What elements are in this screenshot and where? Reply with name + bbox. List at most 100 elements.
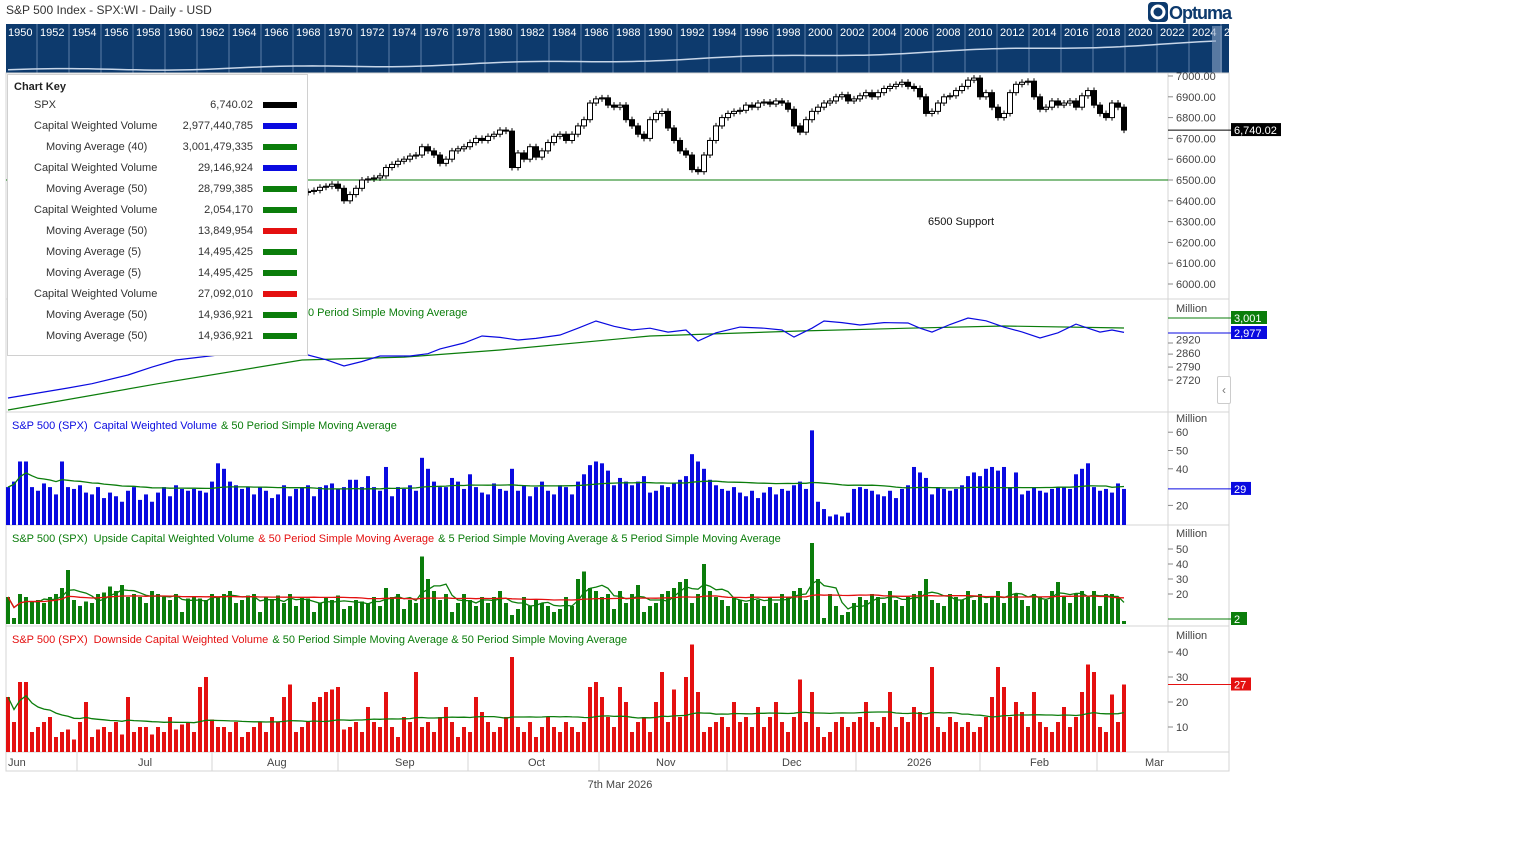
volume-bar [756,707,760,752]
candle-up [443,158,449,164]
optuma-logo: Optuma [1148,2,1234,23]
volume-bar [1032,692,1036,752]
volume-bar [192,597,196,624]
volume-bar [444,487,448,525]
chart-key-row: Capital Weighted Volume 2,054,170 [8,204,307,225]
volume-bar [18,682,22,752]
volume-bar [324,597,328,624]
volume-bar [306,485,310,525]
volume-bar [1020,600,1024,624]
title-ma: & 50 Period Simple Moving Average & 50 P… [272,634,627,646]
collapse-panel-button[interactable]: ‹ [1217,376,1231,404]
volume-bar [876,727,880,752]
candle-up [587,102,593,121]
volume-bar [570,494,574,525]
candle-up [473,137,479,144]
volume-bar [1056,722,1060,752]
timeline-window-handle[interactable] [1212,26,1222,73]
volume-bar [786,490,790,525]
volume-bar [390,727,394,752]
volume-bar [30,487,34,525]
volume-bar [618,687,622,752]
volume-bar [366,476,370,525]
volume-bar [996,591,1000,624]
volume-bar [1002,466,1006,525]
volume-bar [252,727,256,752]
date-label: Oct [528,757,545,769]
volume-bar [828,732,832,752]
volume-bar [546,490,550,525]
volume-bar [660,594,664,624]
volume-bar [816,579,820,624]
volume-bar [858,597,862,624]
volume-bar [936,603,940,624]
volume-bar [156,492,160,525]
candle-down [521,152,527,160]
volume-bar [468,474,472,525]
volume-bar [456,481,460,525]
candle-down [1073,100,1079,108]
volume-bar [108,732,112,752]
volume-bar [1110,694,1114,752]
volume-bar [192,732,196,752]
candle-up [551,135,557,144]
volume-bar [42,603,46,624]
volume-bar [900,606,904,624]
volume-bar [450,477,454,525]
candle-down [629,119,635,127]
volume-bar [198,687,202,752]
volume-bar [336,488,340,525]
candle-down [779,100,785,104]
volume-bar [762,727,766,752]
volume-bar [114,591,118,624]
volume-bar [888,591,892,624]
volume-bar [546,717,550,752]
volume-bar [960,727,964,752]
volume-bar [768,487,772,525]
date-label: Dec [782,757,802,769]
candle-up [863,92,869,97]
candle-down [563,133,569,141]
volume-bar [1098,490,1102,525]
value-tag [1231,326,1267,339]
volume-bar [504,717,508,752]
timeline-year-label: 1996 [744,27,768,39]
volume-bar [1056,582,1060,624]
volume-bar [1080,692,1084,752]
candle-down [989,92,995,108]
volume-bar [288,684,292,752]
volume-bar [330,483,334,525]
volume-bar [414,490,418,525]
candle-up [803,119,809,133]
volume-bar [108,586,112,624]
volume-bar [480,597,484,624]
volume-bar [924,477,928,525]
volume-bar [684,579,688,624]
volume-bar [666,722,670,752]
volume-bar [462,727,466,752]
candle-up [851,98,857,102]
y-tick-label: 40 [1176,464,1188,476]
timeline-year-label: 1978 [456,27,480,39]
volume-bar [990,466,994,525]
volume-bar [162,597,166,624]
volume-bar [978,594,982,624]
volume-bar [216,727,220,752]
volume-bar [570,606,574,624]
timeline-year-label: 2024 [1192,27,1216,39]
candle-up [599,97,605,100]
candle-up [1067,100,1073,104]
volume-bar [846,512,850,525]
timeline-year-label: 1998 [776,27,800,39]
candle-down [749,104,755,108]
timeline-year-label: 2 [1224,27,1230,39]
key-label: SPX [34,99,57,111]
volume-bar [204,492,208,525]
title-series: Upside Capital Weighted Volume [94,533,255,545]
volume-bar [750,727,754,752]
volume-bar [222,727,226,752]
volume-bar [378,727,382,752]
volume-bar [150,501,154,525]
candle-up [725,112,731,119]
timeline-year-label: 2014 [1032,27,1056,39]
